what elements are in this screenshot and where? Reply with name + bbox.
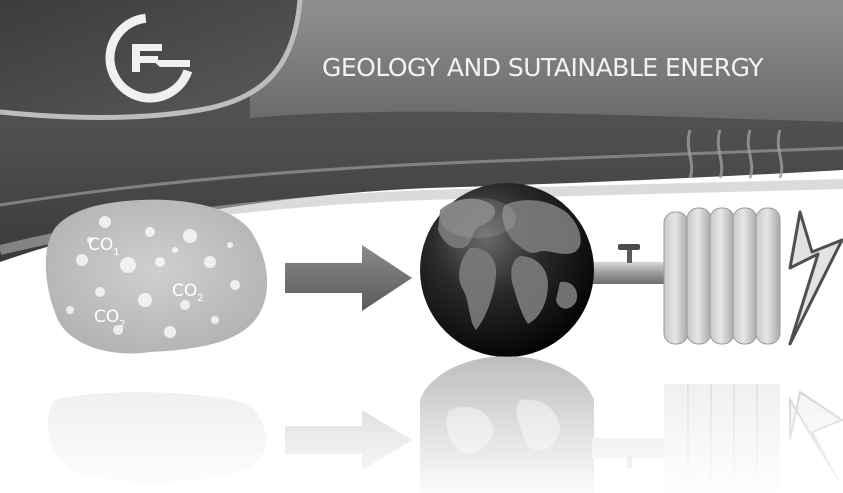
co2-label: CO1	[88, 235, 120, 258]
radiator-icon	[663, 207, 781, 345]
lightning-bolt-icon	[788, 210, 843, 346]
cloud-bubbles	[66, 216, 240, 338]
globe-icon	[420, 183, 594, 357]
arrow-icon	[285, 245, 412, 311]
valve-pipe-icon	[592, 244, 668, 284]
logo-icon	[105, 13, 195, 103]
co2-cloud: CO1 CO2 CO2	[45, 199, 268, 354]
co2-label: CO2	[172, 281, 204, 304]
reflection-fade	[0, 360, 843, 493]
co2-label: CO2	[94, 307, 126, 330]
banner-title: GEOLOGY AND SUTAINABLE ENERGY	[322, 53, 764, 82]
